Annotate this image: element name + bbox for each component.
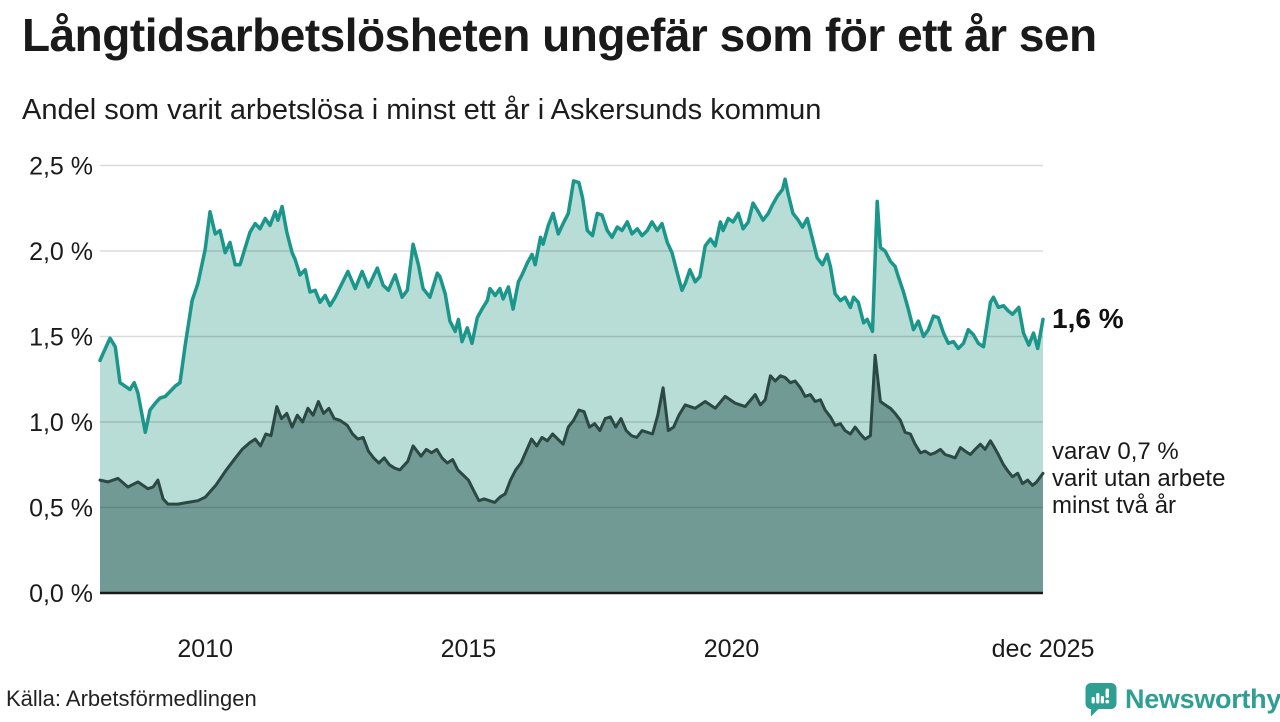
page-subtitle: Andel som varit arbetslösa i minst ett å… [22, 94, 822, 126]
x-tick-label: 2015 [441, 635, 497, 663]
y-tick-label: 0,0 % [29, 580, 93, 608]
series2-label-line2: varit utan arbete [1052, 465, 1226, 492]
x-tick-label: 2020 [704, 635, 760, 663]
series1-end-value-label: 1,6 % [1052, 303, 1124, 334]
line-series-2 [98, 353, 1045, 506]
line-series-1 [98, 177, 1045, 435]
newsworthy-bubble-chart-icon [1084, 682, 1118, 717]
page-title: Långtidsarbetslösheten ungefär som för e… [22, 9, 1097, 61]
newsworthy-logo: Newsworthy [1084, 682, 1280, 717]
x-tick-label: dec 2025 [992, 635, 1095, 663]
x-tick-label: 2010 [177, 635, 233, 663]
y-tick-label: 1,5 % [29, 324, 93, 352]
y-tick-label: 2,5 % [29, 153, 93, 181]
area-series-2 [100, 355, 1043, 593]
series2-label-line1: varav 0,7 % [1052, 438, 1179, 465]
y-tick-label: 1,0 % [29, 409, 93, 437]
y-tick-label: 0,5 % [29, 495, 93, 523]
source-credit: Källa: Arbetsförmedlingen [6, 686, 257, 711]
y-tick-label: 2,0 % [29, 238, 93, 266]
series2-label-line3: minst två år [1052, 492, 1177, 519]
newsworthy-wordmark: Newsworthy [1125, 684, 1280, 714]
series2-end-value-label: varav 0,7 % varit utan arbete minst två … [1052, 438, 1225, 519]
